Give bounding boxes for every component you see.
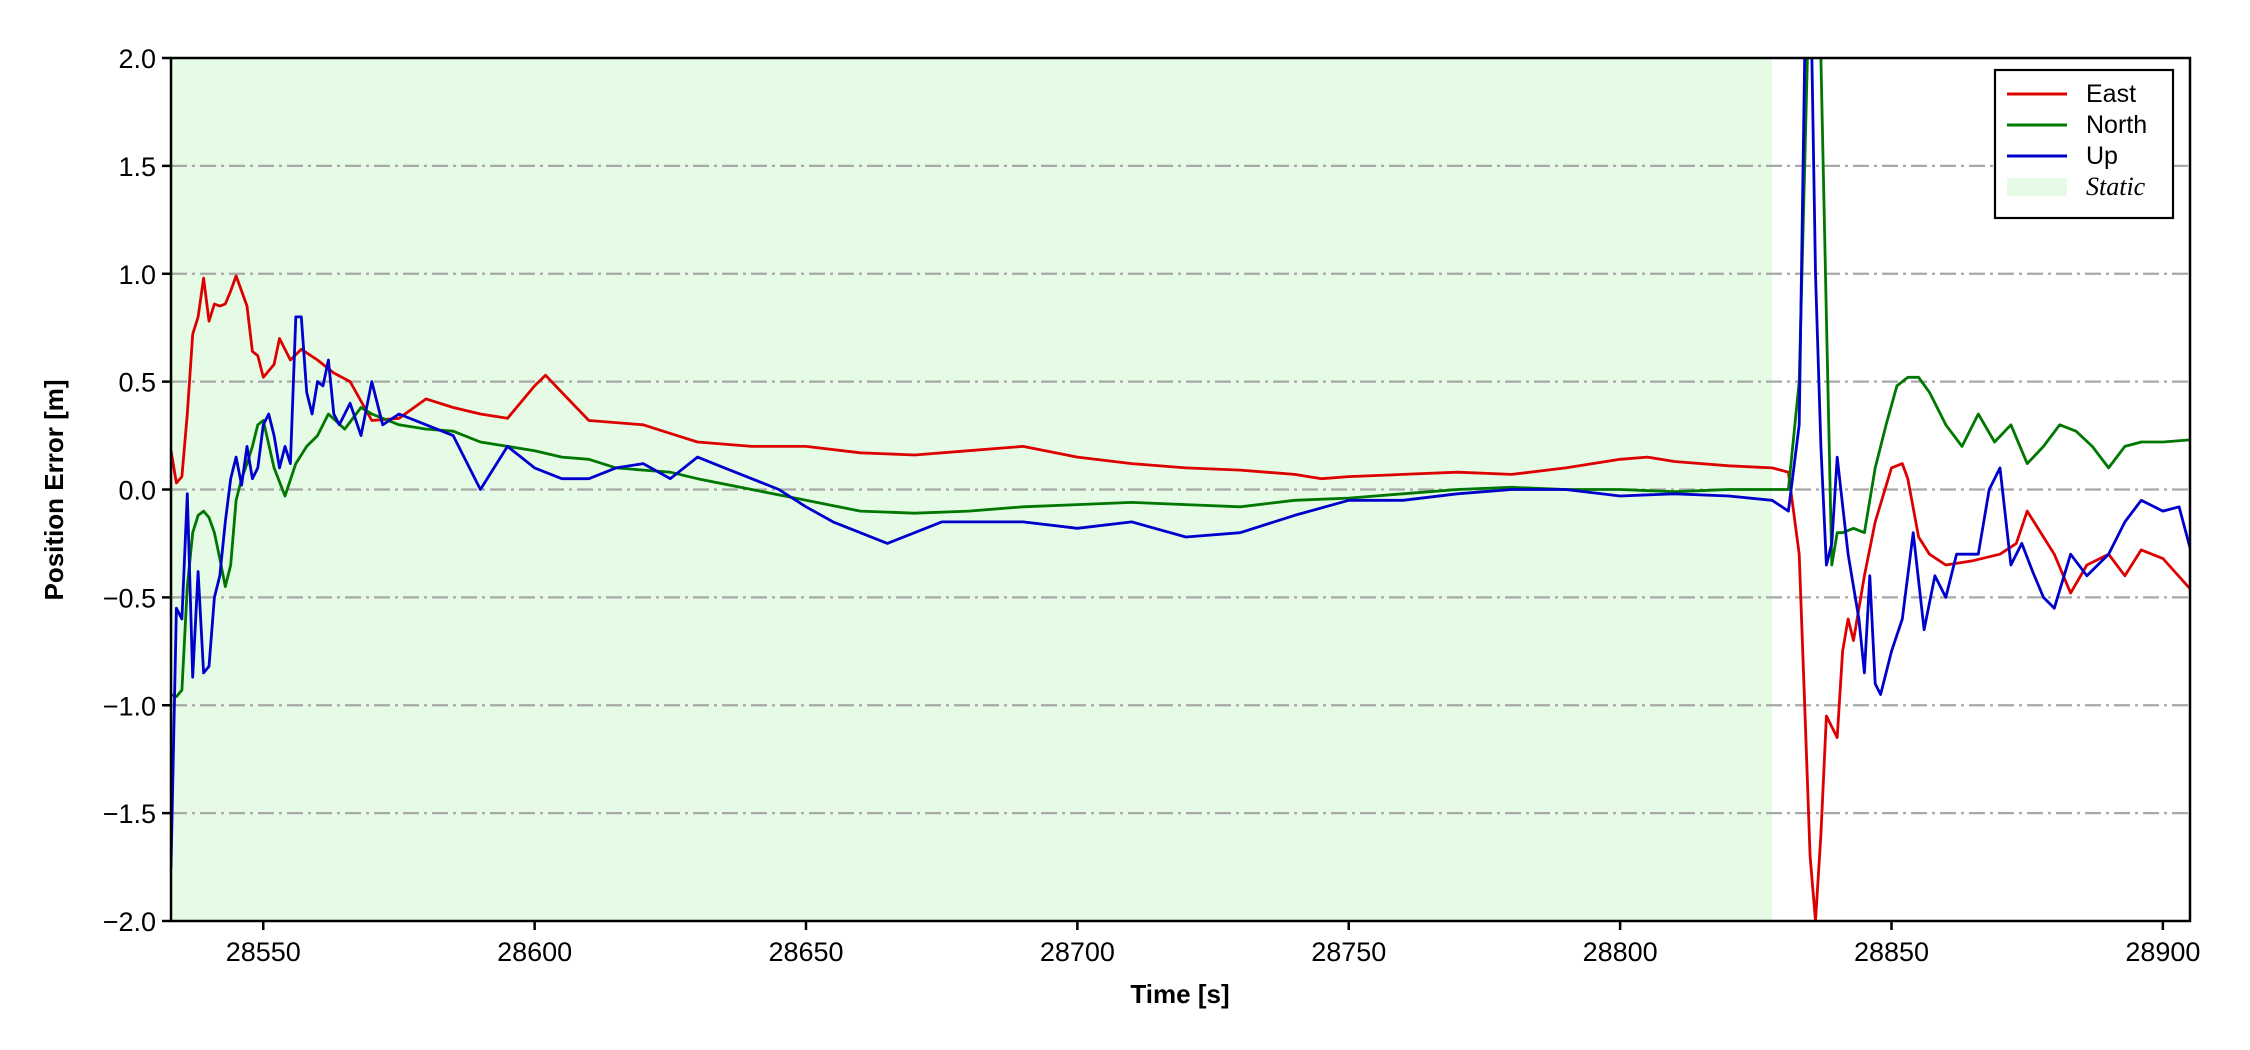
y-tick-label: 2.0 [118,44,156,74]
legend-label: North [2086,111,2147,139]
x-axis-title: Time [s] [1130,979,1229,1009]
series-line-north [171,58,2190,698]
x-tick-label: 28800 [1583,937,1658,967]
series-line-east [171,274,2190,921]
y-tick-label: 0.0 [118,476,156,506]
x-tick-label: 28550 [226,937,301,967]
x-tick-label: 28900 [2125,937,2200,967]
x-tick-label: 28850 [1854,937,1929,967]
y-axis-title: Position Error [m] [39,379,69,600]
y-tick-label: −0.5 [103,583,156,613]
series-line-up [171,58,2190,869]
y-tick-label: 0.5 [118,368,156,398]
y-tick-label: −1.5 [103,799,156,829]
x-tick-label: 28650 [768,937,843,967]
x-tick-label: 28700 [1040,937,1115,967]
y-tick-label: −2.0 [103,907,156,937]
y-tick-label: 1.5 [118,152,156,182]
x-tick-label: 28750 [1311,937,1386,967]
y-tick-label: 1.0 [118,260,156,290]
x-tick-label: 28600 [497,937,572,967]
legend-swatch-static [2007,178,2067,196]
legend-label: Static [2086,172,2146,201]
legend-label: Up [2086,142,2118,170]
legend-label: East [2086,80,2136,108]
y-tick-label: −1.0 [103,691,156,721]
